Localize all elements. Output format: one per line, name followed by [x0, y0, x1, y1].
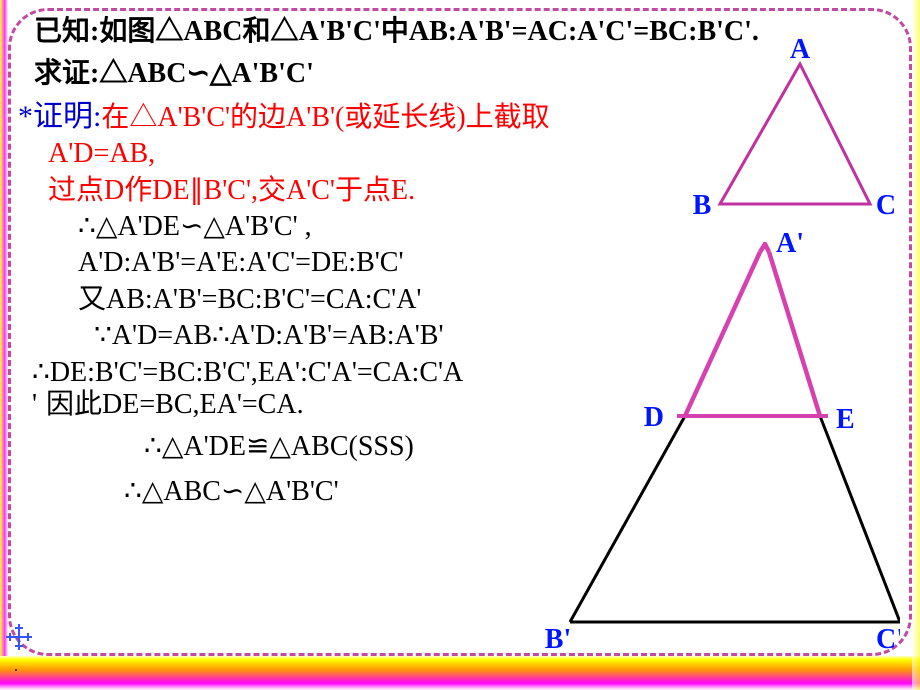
gradient-right-decoration — [912, 0, 920, 690]
asterisk-mark: * — [18, 100, 33, 133]
label-D: D — [644, 402, 664, 433]
triangle-abc — [720, 64, 870, 204]
proof-line-8a: ∴DE:B'C'=BC:B'C',EA':C'A'=CA:C'A — [32, 357, 463, 388]
label-A: A — [790, 34, 811, 65]
content-area: 已知:如图△ABC和△A'B'C'中AB:A'B'=AC:A'C'=BC:B'C… — [34, 14, 900, 650]
label-E: E — [836, 404, 855, 435]
geometry-figures: A B C A' D E B' C' — [440, 14, 900, 654]
label-Bp: B' — [545, 624, 571, 654]
cursor-crosshair-icon — [4, 622, 34, 652]
line-E-Cp — [820, 416, 900, 622]
proof-line-9: 因此DE=BC,EA'=CA. — [44, 389, 304, 420]
proof-label: 证明: — [33, 100, 101, 133]
label-Ap: A' — [776, 228, 804, 259]
label-Cp: C' — [876, 624, 900, 654]
line-Ap-tip — [760, 244, 769, 252]
dot-mark: . — [14, 658, 18, 676]
line-D-Bp — [570, 416, 685, 622]
prove-text: 求证:△ABC∽△A'B'C' — [34, 58, 314, 89]
line-Ap-D — [685, 252, 760, 416]
gradient-bottom-decoration — [0, 656, 920, 690]
line-Ap-E — [769, 252, 820, 416]
label-B: B — [693, 190, 712, 221]
proof-line-8b: ' — [32, 389, 37, 420]
gradient-left-decoration — [0, 0, 8, 690]
label-C: C — [876, 190, 896, 221]
